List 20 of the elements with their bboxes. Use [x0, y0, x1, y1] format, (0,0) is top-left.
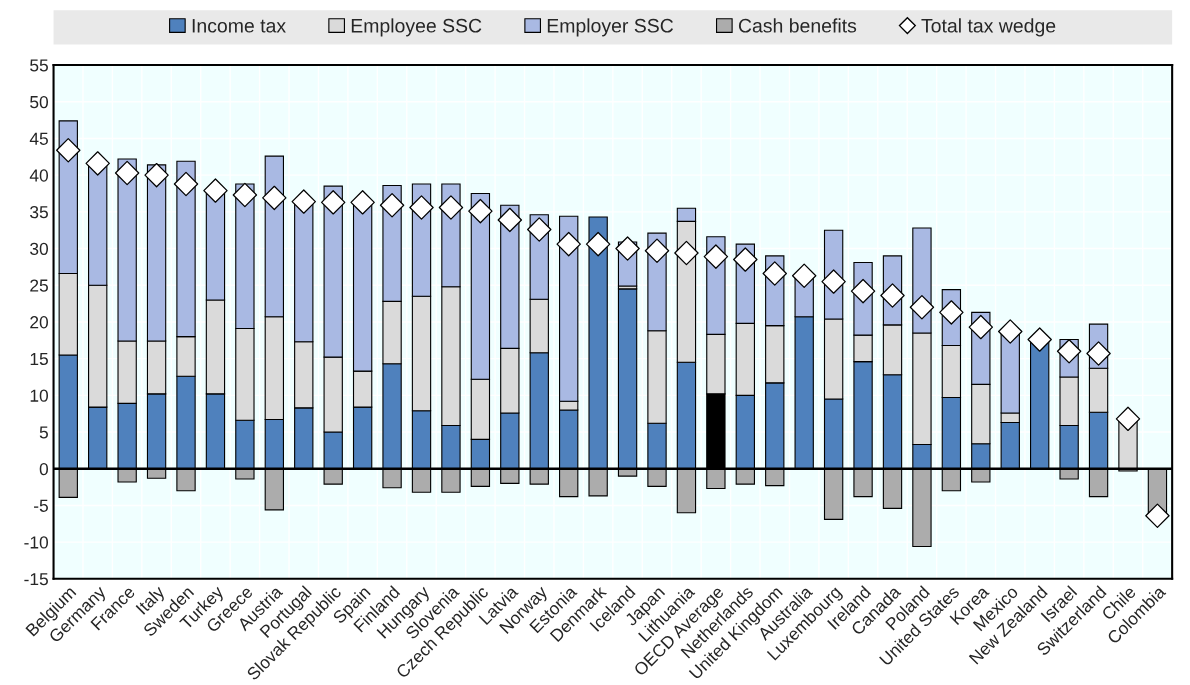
y-tick-label: 45	[29, 132, 48, 145]
y-tick-label: 40	[29, 169, 49, 182]
y-tick-label: -15	[24, 573, 48, 586]
y-tick-label: 20	[30, 316, 49, 329]
y-tick-label: 30	[30, 242, 49, 256]
y-tick-label: 10	[30, 389, 49, 402]
y-tick-label: -5	[34, 499, 48, 512]
y-tick-label: 50	[30, 95, 49, 109]
y-tick-label: 35	[30, 206, 48, 219]
y-tick-label: 25	[30, 279, 48, 292]
legend-label: Employee SSC	[351, 18, 482, 37]
y-tick-label: 15	[30, 352, 48, 366]
y-tick-label: 0	[39, 462, 49, 476]
legend-label: Income tax	[192, 19, 286, 33]
y-tick-label: -10	[24, 536, 49, 549]
legend-label: Total tax wedge	[921, 18, 1056, 37]
y-tick-label: 55	[30, 59, 48, 72]
legend-label: Employer SSC	[547, 18, 674, 37]
y-tick-label: 5	[39, 426, 48, 439]
legend-label: Cash benefits	[738, 18, 857, 33]
